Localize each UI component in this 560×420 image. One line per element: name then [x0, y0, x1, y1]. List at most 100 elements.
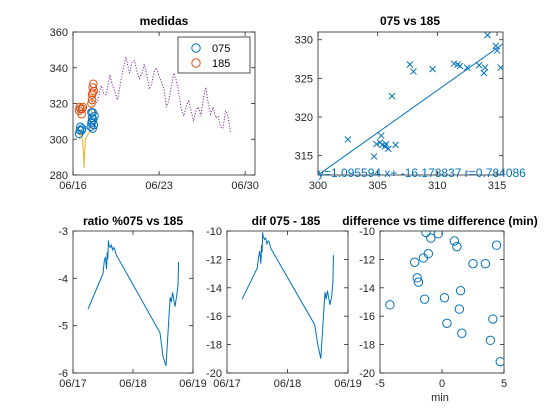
- x-tick-label: -5: [375, 378, 385, 390]
- title-075-vs-185: 075 vs 185: [380, 14, 440, 28]
- y-tick-label: 280: [50, 170, 68, 182]
- series-line: [87, 240, 180, 367]
- data-point-075: [87, 108, 96, 117]
- x-tick-label: 0: [439, 378, 445, 390]
- data-point: [497, 64, 503, 71]
- plot-content: [385, 231, 504, 367]
- data-point: [491, 240, 502, 250]
- x-tick-label: 5: [501, 378, 507, 390]
- title-difference-vs-time: difference vs time difference (min): [342, 214, 537, 228]
- legend-marker: [191, 43, 201, 53]
- axes-075-vs-185: 075 vs 185 y=1.095594 x+ -16.178837 r=0.…: [295, 14, 527, 192]
- y-tick-label: 330: [295, 35, 313, 47]
- data-point: [456, 62, 464, 70]
- axes-difference-vs-time: difference vs time difference (min) min …: [342, 214, 537, 404]
- xlabel-min: min: [431, 392, 449, 404]
- y-tick-label: -4: [58, 273, 68, 285]
- data-point: [426, 233, 436, 243]
- data-point-185: [87, 99, 96, 108]
- x-tick-label: 06/18: [274, 378, 302, 390]
- data-point: [480, 258, 491, 269]
- x-tick-label: 06/17: [213, 378, 241, 390]
- data-point: [439, 293, 450, 303]
- data-point: [421, 231, 431, 238]
- data-point: [442, 318, 452, 328]
- y-tick-label: -12: [206, 254, 222, 266]
- data-point: [385, 300, 395, 310]
- data-point-185: [89, 86, 99, 96]
- x-tick-label: 06/17: [59, 378, 87, 390]
- y-tick-label: -20: [206, 368, 222, 380]
- data-point: [449, 236, 460, 246]
- plot-content: [241, 232, 334, 359]
- data-point-185: [78, 102, 88, 112]
- data-point: [457, 328, 467, 338]
- x-tick-label: 06/16: [59, 180, 87, 192]
- legend-entry-label: 075: [212, 43, 230, 55]
- plot-content: [87, 240, 180, 367]
- x-tick-label: 305: [368, 180, 386, 192]
- title-dif: dif 075 - 185: [252, 214, 321, 228]
- data-point: [419, 294, 430, 304]
- data-point: [475, 61, 483, 69]
- data-point: [463, 64, 471, 71]
- y-tick-label: 340: [50, 63, 68, 75]
- data-point: [429, 65, 436, 73]
- data-point: [410, 257, 420, 267]
- plot-area: [226, 230, 349, 374]
- x-tick-label: 06/23: [145, 180, 173, 192]
- y-tick-label: -12: [359, 254, 375, 266]
- axes-medidas: medidas 06/16 06/23 06/30 280 300 320 340 360 07…: [50, 14, 259, 192]
- legend-box: [177, 36, 251, 74]
- data-point-185: [88, 88, 97, 98]
- data-point: [488, 314, 498, 324]
- series-dotted-line: [88, 56, 231, 133]
- plot-content: [74, 56, 231, 168]
- y-tick-label: 320: [50, 99, 68, 111]
- x-tick-label: 06/18: [119, 378, 147, 390]
- data-point: [377, 132, 385, 139]
- y-tick-label: -6: [58, 368, 68, 380]
- y-tick-label: 320: [295, 112, 313, 124]
- plot-area: [72, 230, 194, 374]
- data-point: [433, 231, 443, 239]
- data-point: [493, 47, 501, 54]
- data-point: [385, 145, 392, 153]
- data-point: [495, 356, 504, 367]
- x-tick-label: 06/19: [179, 378, 207, 390]
- y-tick-label: -16: [359, 311, 375, 323]
- data-point: [392, 141, 399, 149]
- title-ratio: ratio %075 vs 185: [83, 214, 183, 228]
- x-tick-label: 315: [488, 180, 506, 192]
- x-tick-label: 310: [428, 180, 446, 192]
- data-point: [485, 335, 496, 346]
- y-tick-label: -18: [359, 340, 375, 352]
- title-medidas: medidas: [140, 14, 189, 28]
- axes-dif: dif 075 - 185 06/17 06/18 06/19 -20 -18 -16 -1…: [206, 214, 362, 390]
- y-tick-label: -3: [58, 226, 68, 238]
- data-point: [406, 61, 414, 68]
- x-tick-label: 06/19: [334, 378, 362, 390]
- data-point: [370, 153, 378, 160]
- regression-annotation: y=1.095594 x+ -16.178837 r=0.784086: [318, 166, 526, 180]
- data-point: [373, 140, 380, 148]
- x-tick-label: 06/30: [231, 180, 259, 192]
- data-point: [344, 136, 352, 143]
- y-tick-label: -14: [359, 283, 375, 295]
- data-point-075: [76, 122, 85, 132]
- y-tick-label: 325: [295, 73, 313, 85]
- axes-ratio: ratio %075 vs 185 06/17 06/18 06/19 -6 -5 -4 -…: [58, 214, 207, 390]
- data-point: [452, 241, 462, 252]
- data-point: [454, 304, 465, 314]
- data-point: [410, 68, 417, 75]
- y-tick-label: 315: [295, 151, 313, 163]
- plot-content: [318, 32, 503, 175]
- x-tick-label: 300: [309, 180, 327, 192]
- data-point: [484, 32, 491, 39]
- legend-entry-label: 185: [212, 58, 230, 70]
- data-point: [413, 277, 424, 287]
- y-tick-label: -14: [206, 283, 222, 295]
- data-point: [412, 273, 422, 283]
